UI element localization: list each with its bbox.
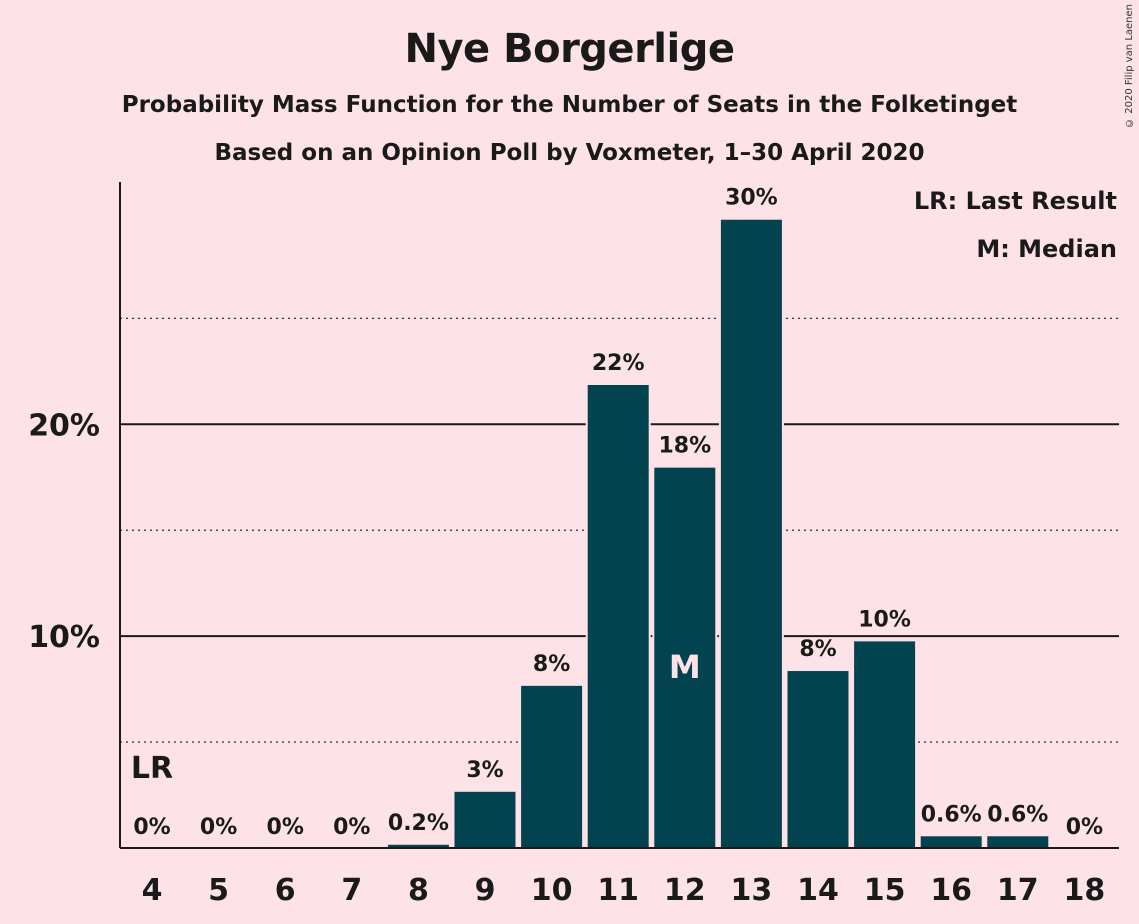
x-tick-label-6: 6 — [275, 873, 296, 908]
bar-value-label-12: 18% — [658, 434, 711, 459]
legend-entry-1: M: Median — [976, 235, 1117, 263]
bar-value-label-5: 0% — [200, 815, 237, 840]
x-tick-label-18: 18 — [1064, 873, 1106, 908]
x-tick-label-16: 16 — [930, 873, 972, 908]
chart-subtitle: Probability Mass Function for the Number… — [121, 92, 1018, 118]
x-tick-label-11: 11 — [597, 873, 639, 908]
bar-value-label-6: 0% — [267, 815, 304, 840]
bar-14 — [785, 669, 851, 850]
bar-value-label-13: 30% — [725, 186, 778, 211]
bar-15 — [852, 639, 918, 849]
x-tick-label-10: 10 — [531, 873, 573, 908]
x-tick-label-17: 17 — [997, 873, 1039, 908]
x-tick-label-5: 5 — [208, 873, 229, 908]
bar-value-label-17: 0.6% — [987, 802, 1048, 827]
bar-value-label-8: 0.2% — [388, 811, 449, 836]
bar-value-label-11: 22% — [592, 351, 645, 376]
bar-value-label-9: 3% — [466, 758, 503, 783]
y-tick-label-20%: 20% — [28, 408, 100, 443]
x-tick-label-4: 4 — [142, 873, 163, 908]
bar-value-label-18: 0% — [1066, 815, 1103, 840]
chart-title: Nye Borgerlige — [404, 26, 735, 72]
x-tick-label-14: 14 — [797, 873, 839, 908]
x-tick-label-9: 9 — [475, 873, 496, 908]
x-tick-label-15: 15 — [864, 873, 906, 908]
y-tick-label-10%: 10% — [28, 620, 100, 655]
bar-value-label-4: 0% — [133, 815, 170, 840]
median-marker: M — [669, 648, 701, 686]
bar-12 — [652, 465, 718, 849]
legend-entry-0: LR: Last Result — [914, 187, 1117, 215]
last-result-marker: LR — [131, 751, 173, 786]
bar-value-label-16: 0.6% — [921, 802, 982, 827]
bar-value-label-14: 8% — [799, 637, 836, 662]
x-tick-label-8: 8 — [408, 873, 429, 908]
x-tick-label-7: 7 — [341, 873, 362, 908]
chart-subtitle-2: Based on an Opinion Poll by Voxmeter, 1–… — [214, 140, 925, 166]
bar-10 — [519, 683, 585, 850]
bar-16 — [918, 834, 984, 849]
bar-17 — [985, 834, 1051, 849]
bar-value-label-10: 8% — [533, 652, 570, 677]
x-tick-label-13: 13 — [731, 873, 773, 908]
bar-value-label-7: 0% — [333, 815, 370, 840]
bar-9 — [452, 789, 518, 850]
bar-value-label-15: 10% — [858, 607, 911, 632]
bar-13 — [718, 217, 784, 849]
x-tick-label-12: 12 — [664, 873, 706, 908]
bar-11 — [585, 382, 651, 849]
